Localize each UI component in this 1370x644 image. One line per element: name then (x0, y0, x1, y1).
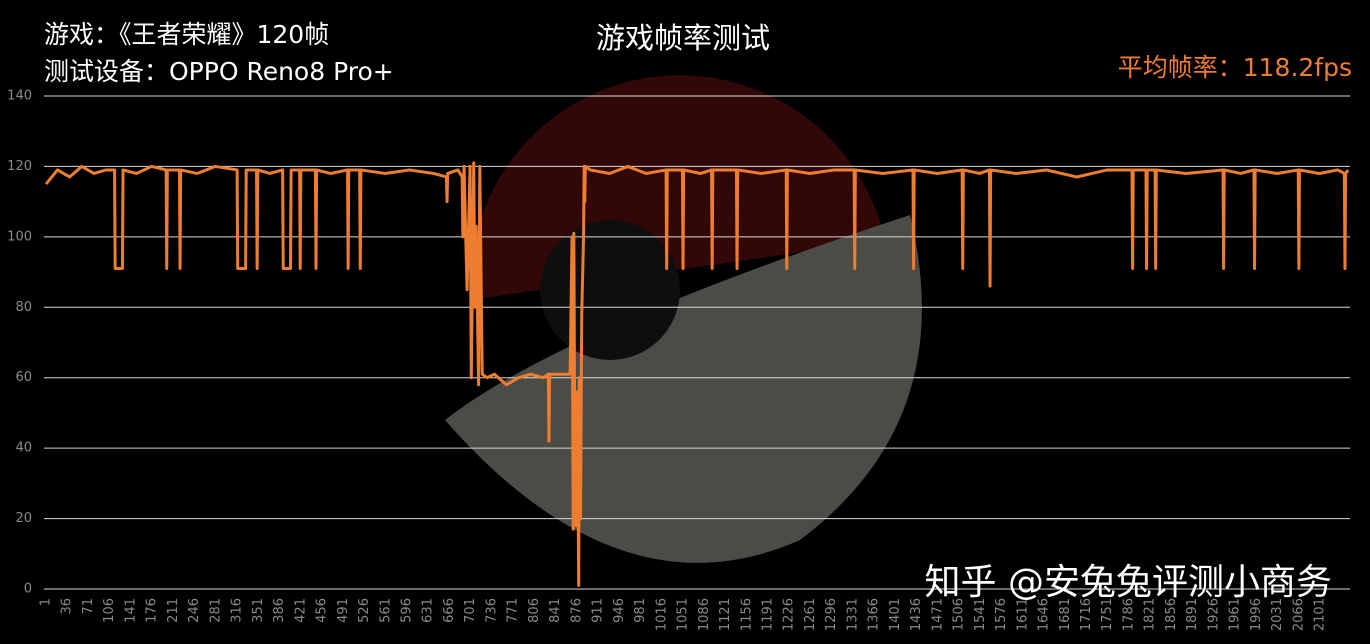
x-tick-label: 1261 (803, 598, 818, 631)
x-tick-label: 1 (39, 598, 54, 606)
x-tick-label: 491 (336, 598, 351, 623)
x-tick-label: 1156 (739, 598, 754, 631)
chart-title: 游戏帧率测试 (596, 21, 770, 55)
y-tick-label: 40 (15, 441, 32, 456)
x-tick-label: 1086 (697, 598, 712, 631)
x-tick-label: 2066 (1291, 598, 1306, 631)
x-tick-label: 946 (612, 598, 627, 623)
x-tick-label: 561 (378, 598, 393, 623)
x-tick-label: 1226 (782, 598, 797, 631)
x-tick-label: 176 (145, 598, 160, 623)
x-tick-label: 71 (81, 598, 96, 615)
x-tick-label: 1191 (760, 598, 775, 631)
x-tick-label: 1856 (1164, 598, 1179, 631)
x-tick-label: 841 (548, 598, 563, 623)
x-tick-label: 141 (123, 598, 138, 623)
x-tick-label: 1296 (824, 598, 839, 631)
subtitle: 游戏：《王者荣耀》120帧 (44, 20, 329, 49)
x-tick-label: 631 (421, 598, 436, 623)
line (44, 161, 1350, 587)
ball-button (540, 220, 680, 360)
x-tick-label: 526 (357, 598, 372, 623)
x-tick-label: 596 (399, 598, 414, 623)
x-tick-label: 386 (272, 598, 287, 623)
x-tick-label: 1471 (930, 598, 945, 631)
x-tick-label: 2031 (1270, 598, 1285, 631)
annotation: 平均帧率：118.2fps (1118, 53, 1352, 82)
x-tick-label: 2101 (1313, 598, 1328, 631)
x-tick-label: 211 (166, 598, 181, 623)
x-tick-label: 1576 (994, 598, 1009, 631)
x-tick-label: 1506 (952, 598, 967, 631)
x-tick-label: 351 (251, 598, 266, 623)
x-tick-label: 106 (102, 598, 117, 623)
x-tick-label: 1786 (1121, 598, 1136, 631)
x-tick-label: 911 (591, 598, 606, 623)
x-tick-label: 666 (442, 598, 457, 623)
x-tick-label: 1961 (1228, 598, 1243, 631)
x-tick-label: 806 (527, 598, 542, 623)
subtitle: 测试设备：OPPO Reno8 Pro+ (44, 57, 394, 86)
x-tick-label: 1436 (909, 598, 924, 631)
x-tick-label: 1926 (1206, 598, 1221, 631)
x-tick-label: 1366 (867, 598, 882, 631)
x-tick-label: 1051 (676, 598, 691, 631)
x-tick-label: 701 (463, 598, 478, 623)
watermark: 知乎 @安兔兔评测小商务 (925, 562, 1332, 603)
x-tick-label: 771 (506, 598, 521, 623)
x-tick-label: 1716 (1079, 598, 1094, 631)
y-tick-label: 20 (15, 511, 32, 526)
x-tick-label: 981 (633, 598, 648, 623)
x-tick-label: 281 (208, 598, 223, 623)
x-tick-label: 1016 (654, 598, 669, 631)
y-tick-label: 120 (7, 159, 32, 174)
ball-bottom (445, 215, 922, 563)
x-tick-label: 421 (293, 598, 308, 623)
y-tick-label: 80 (15, 300, 32, 315)
x-tick-label: 736 (484, 598, 499, 623)
x-tick-label: 246 (187, 598, 202, 623)
x-tick-label: 1611 (1015, 598, 1030, 631)
x-tick-label: 1646 (1037, 598, 1052, 631)
x-tick-label: 1681 (1058, 598, 1073, 631)
x-tick-label: 1751 (1100, 598, 1115, 631)
x-tick-label: 1891 (1185, 598, 1200, 631)
x-tick-label: 1821 (1143, 598, 1158, 631)
x-tick-label: 1121 (718, 598, 733, 631)
y-tick-label: 140 (7, 89, 32, 104)
y-tick-label: 60 (15, 370, 32, 385)
x-tick-label: 316 (230, 598, 245, 623)
x-tick-label: 876 (569, 598, 584, 623)
x-tick-label: 1401 (888, 598, 903, 631)
y-tick-label: 0 (24, 582, 32, 597)
x-tick-label: 36 (60, 598, 75, 615)
x-tick-label: 1541 (973, 598, 988, 631)
x-tick-label: 456 (315, 598, 330, 623)
x-tick-label: 1996 (1249, 598, 1264, 631)
x-tick-label: 1331 (845, 598, 860, 631)
y-tick-label: 100 (7, 229, 32, 244)
